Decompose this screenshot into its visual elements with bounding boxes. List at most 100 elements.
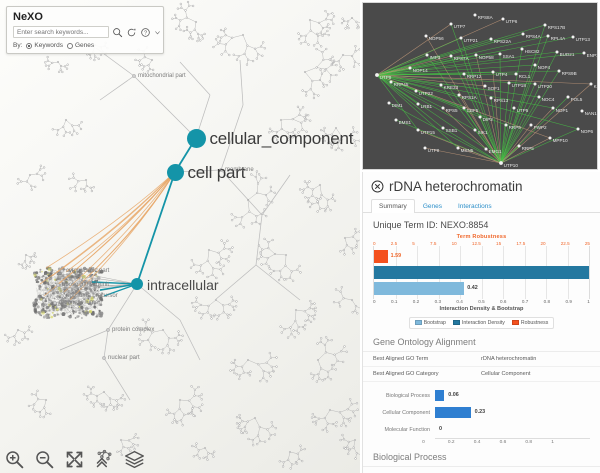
gene-node-RRP45[interactable] [389,80,393,84]
hierarchy-node-1[interactable] [166,163,184,181]
gene-node-SIK1[interactable] [473,128,477,132]
close-circle-icon[interactable] [371,180,384,193]
gene-node-RPS7A[interactable] [449,54,453,58]
gene-node-UTP15[interactable] [416,128,420,132]
layers-icon[interactable] [124,449,145,470]
gene-node-DIP2[interactable] [478,115,482,119]
go-bar-value-0: 0.06 [448,392,459,398]
gene-node-RPS17B[interactable] [543,23,547,27]
gene-node-DIM1[interactable] [387,101,391,105]
fit-to-screen-icon[interactable] [64,449,85,470]
gene-node-UTP8[interactable] [423,146,427,150]
gene-node-SOF1[interactable] [483,84,487,88]
go-bar-row-2: Molecular Function 0 [373,421,590,438]
hierarchy-network-view[interactable]: cellular_component cell part intracellular… [0,0,360,473]
search-icon[interactable] [112,27,123,38]
gene-network-view[interactable]: UTP9 UTP10 RPS8A UTP7 UTP6 RPS17B NOP56 UTP21 RP… [362,2,598,170]
gene-node-RCL1[interactable] [514,72,518,76]
gene-node-BMS1[interactable] [394,118,398,122]
gene-node-NOP14[interactable] [408,66,412,70]
gene-label-UTP22: UTP22 [419,91,434,96]
top-tick-4: 10 [451,241,457,246]
top-tick-6: 15 [496,241,502,246]
gene-label-DIM1: DIM1 [392,103,403,108]
gene-node-RRP12[interactable] [462,72,466,76]
refresh-icon[interactable] [126,27,137,38]
gene-node-PWP2[interactable] [529,123,533,127]
chevron-down-icon[interactable] [154,27,161,38]
gene-node-RPS8A[interactable] [473,13,477,17]
gene-node-RPS22A[interactable] [489,37,493,41]
gene-node-UTP22[interactable] [414,89,418,93]
gene-node-UTP10[interactable] [499,161,503,165]
gene-node-EMG1[interactable] [484,147,488,151]
collapse-icon[interactable] [94,449,115,470]
details-header: rDNA heterochromatin [363,172,600,198]
gene-node-MSN5[interactable] [456,146,460,150]
gene-label-CBF5: CBF5 [467,108,479,113]
gene-node-UTP7[interactable] [449,22,453,26]
gene-node-RPS4A[interactable] [521,32,525,36]
gene-node-NOP6[interactable] [576,127,580,131]
hierarchy-minor-label-4: cytoplasmic part [66,268,110,274]
gene-node-UTP21[interactable] [459,36,463,40]
radio-genes[interactable]: Genes [66,42,94,49]
help-icon[interactable]: ? [140,27,151,38]
gene-label-NOP58: NOP58 [479,55,495,60]
gene-node-UTP9[interactable] [375,73,379,77]
zoom-out-icon[interactable] [34,449,55,470]
gene-node-RPS13[interactable] [489,96,493,100]
gene-node-RRP9[interactable] [504,123,508,127]
gene-node-IMP3[interactable] [425,53,429,57]
gene-node-RRP5[interactable] [517,144,521,148]
search-input[interactable] [13,26,109,38]
bottom-tick-5: 0.5 [478,299,485,304]
go-bar-row-0: Biological Process 0.06 [373,387,590,404]
gene-node-RPS5[interactable] [441,106,445,110]
gene-node-NOP1[interactable] [551,106,555,110]
gene-node-RPS1A[interactable] [457,93,461,97]
gene-node-UTP6[interactable] [501,17,505,21]
radio-keywords[interactable]: Keywords [26,42,63,49]
gene-node-NOP56[interactable] [424,34,428,38]
gene-node-KRI1[interactable] [589,82,593,86]
top-tick-9: 22.5 [560,241,570,246]
gene-node-POL5[interactable] [566,95,570,99]
gene-node-BUD21[interactable] [555,50,559,54]
gene-node-CBF5[interactable] [462,106,466,110]
gene-node-LRB1[interactable] [416,102,420,106]
gene-node-UTP4[interactable] [491,70,495,74]
tab-interactions[interactable]: Interactions [457,203,492,210]
gene-node-NOP4[interactable] [533,63,537,67]
bar-interaction-density [374,266,589,279]
go-category-row: Best Aligned GO Category Cellular Compon… [363,367,600,382]
gene-label-RPS7A: RPS7A [454,56,470,61]
gene-node-UTP20[interactable] [533,82,537,86]
go-bar-value-1: 0.23 [474,409,486,415]
gene-node-NOC4[interactable] [537,95,541,99]
gene-node-KRE33[interactable] [439,83,443,87]
gene-node-UTP18[interactable] [507,81,511,85]
zoom-in-icon[interactable] [4,449,25,470]
go-term-key: Best Aligned GO Term [373,356,429,362]
gene-node-NOP58[interactable] [474,53,478,57]
gene-label-RRP45: RRP45 [394,82,409,87]
gene-node-RPS9B[interactable] [557,69,561,73]
gene-node-SSB1[interactable] [441,126,445,130]
gene-node-NAN1[interactable] [580,109,584,113]
gene-label-MPP10: MPP10 [553,138,569,143]
gene-node-UTP13[interactable] [571,35,575,39]
gene-node-UTP5[interactable] [512,106,516,110]
search-row: ? [13,26,160,38]
hierarchy-node-0[interactable] [186,128,206,148]
tab-genes[interactable]: Genes [422,203,442,210]
hierarchy-node-2[interactable] [131,278,143,290]
gene-node-SSA1[interactable] [498,52,502,56]
gene-node-ENP1[interactable] [582,51,586,55]
gene-node-HSC82[interactable] [520,47,524,51]
radio-keywords-label: Keywords [34,42,63,49]
biological-process-heading: Biological Process [363,445,600,467]
gene-node-MPP10[interactable] [548,136,552,140]
tab-summary[interactable]: Summary [371,199,415,213]
gene-node-RPL4A[interactable] [546,34,550,38]
